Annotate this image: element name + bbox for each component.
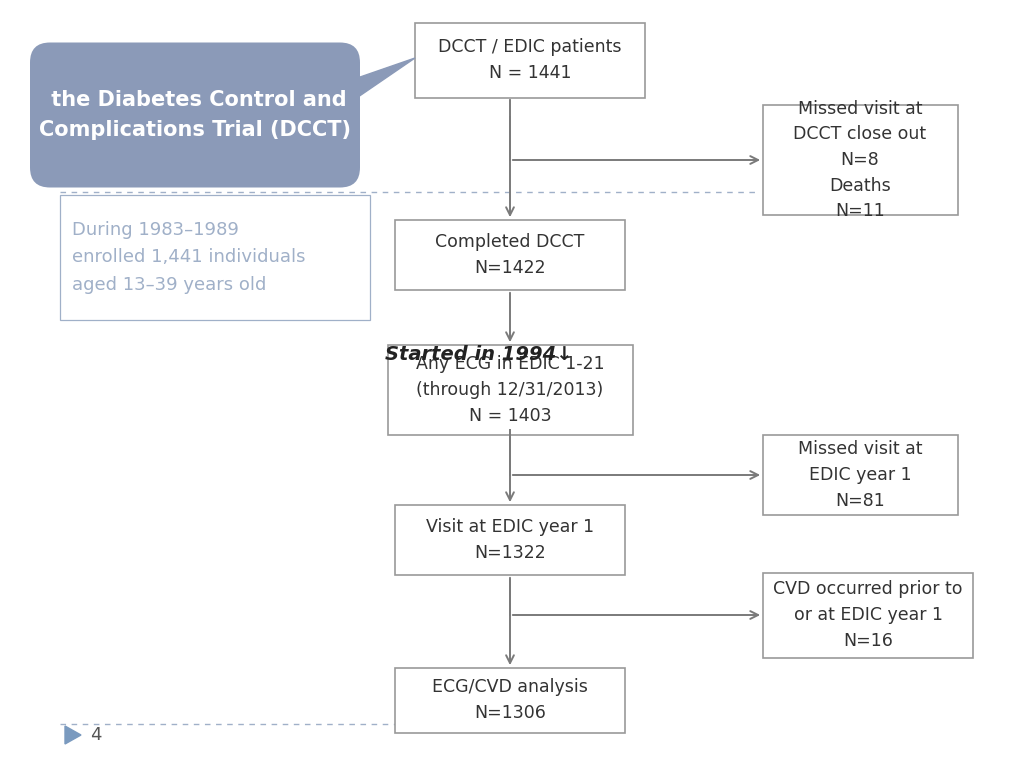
Polygon shape (65, 726, 81, 744)
Text: During 1983–1989
enrolled 1,441 individuals
aged 13–39 years old: During 1983–1989 enrolled 1,441 individu… (72, 220, 305, 294)
FancyBboxPatch shape (763, 105, 957, 215)
Polygon shape (350, 58, 415, 102)
Text: Any ECG in EDIC 1-21
(through 12/31/2013)
N = 1403: Any ECG in EDIC 1-21 (through 12/31/2013… (416, 356, 604, 425)
Text: Completed DCCT
N=1422: Completed DCCT N=1422 (435, 233, 585, 276)
Text: DCCT / EDIC patients
N = 1441: DCCT / EDIC patients N = 1441 (438, 38, 622, 82)
Text: the Diabetes Control and
Complications Trial (DCCT): the Diabetes Control and Complications T… (39, 90, 351, 140)
Text: 4: 4 (90, 726, 101, 744)
FancyBboxPatch shape (395, 505, 625, 575)
FancyBboxPatch shape (30, 42, 360, 187)
FancyBboxPatch shape (395, 220, 625, 290)
FancyBboxPatch shape (60, 195, 370, 320)
Text: ECG/CVD analysis
N=1306: ECG/CVD analysis N=1306 (432, 678, 588, 722)
Text: Missed visit at
DCCT close out
N=8
Deaths
N=11: Missed visit at DCCT close out N=8 Death… (794, 100, 927, 220)
FancyBboxPatch shape (763, 435, 957, 515)
FancyBboxPatch shape (763, 572, 973, 657)
Text: CVD occurred prior to
or at EDIC year 1
N=16: CVD occurred prior to or at EDIC year 1 … (773, 581, 963, 650)
FancyBboxPatch shape (415, 22, 645, 98)
FancyBboxPatch shape (387, 345, 633, 435)
FancyBboxPatch shape (395, 667, 625, 733)
Text: Missed visit at
EDIC year 1
N=81: Missed visit at EDIC year 1 N=81 (798, 440, 923, 510)
Text: Visit at EDIC year 1
N=1322: Visit at EDIC year 1 N=1322 (426, 518, 594, 562)
Text: Started in 1994↓: Started in 1994↓ (385, 345, 572, 364)
